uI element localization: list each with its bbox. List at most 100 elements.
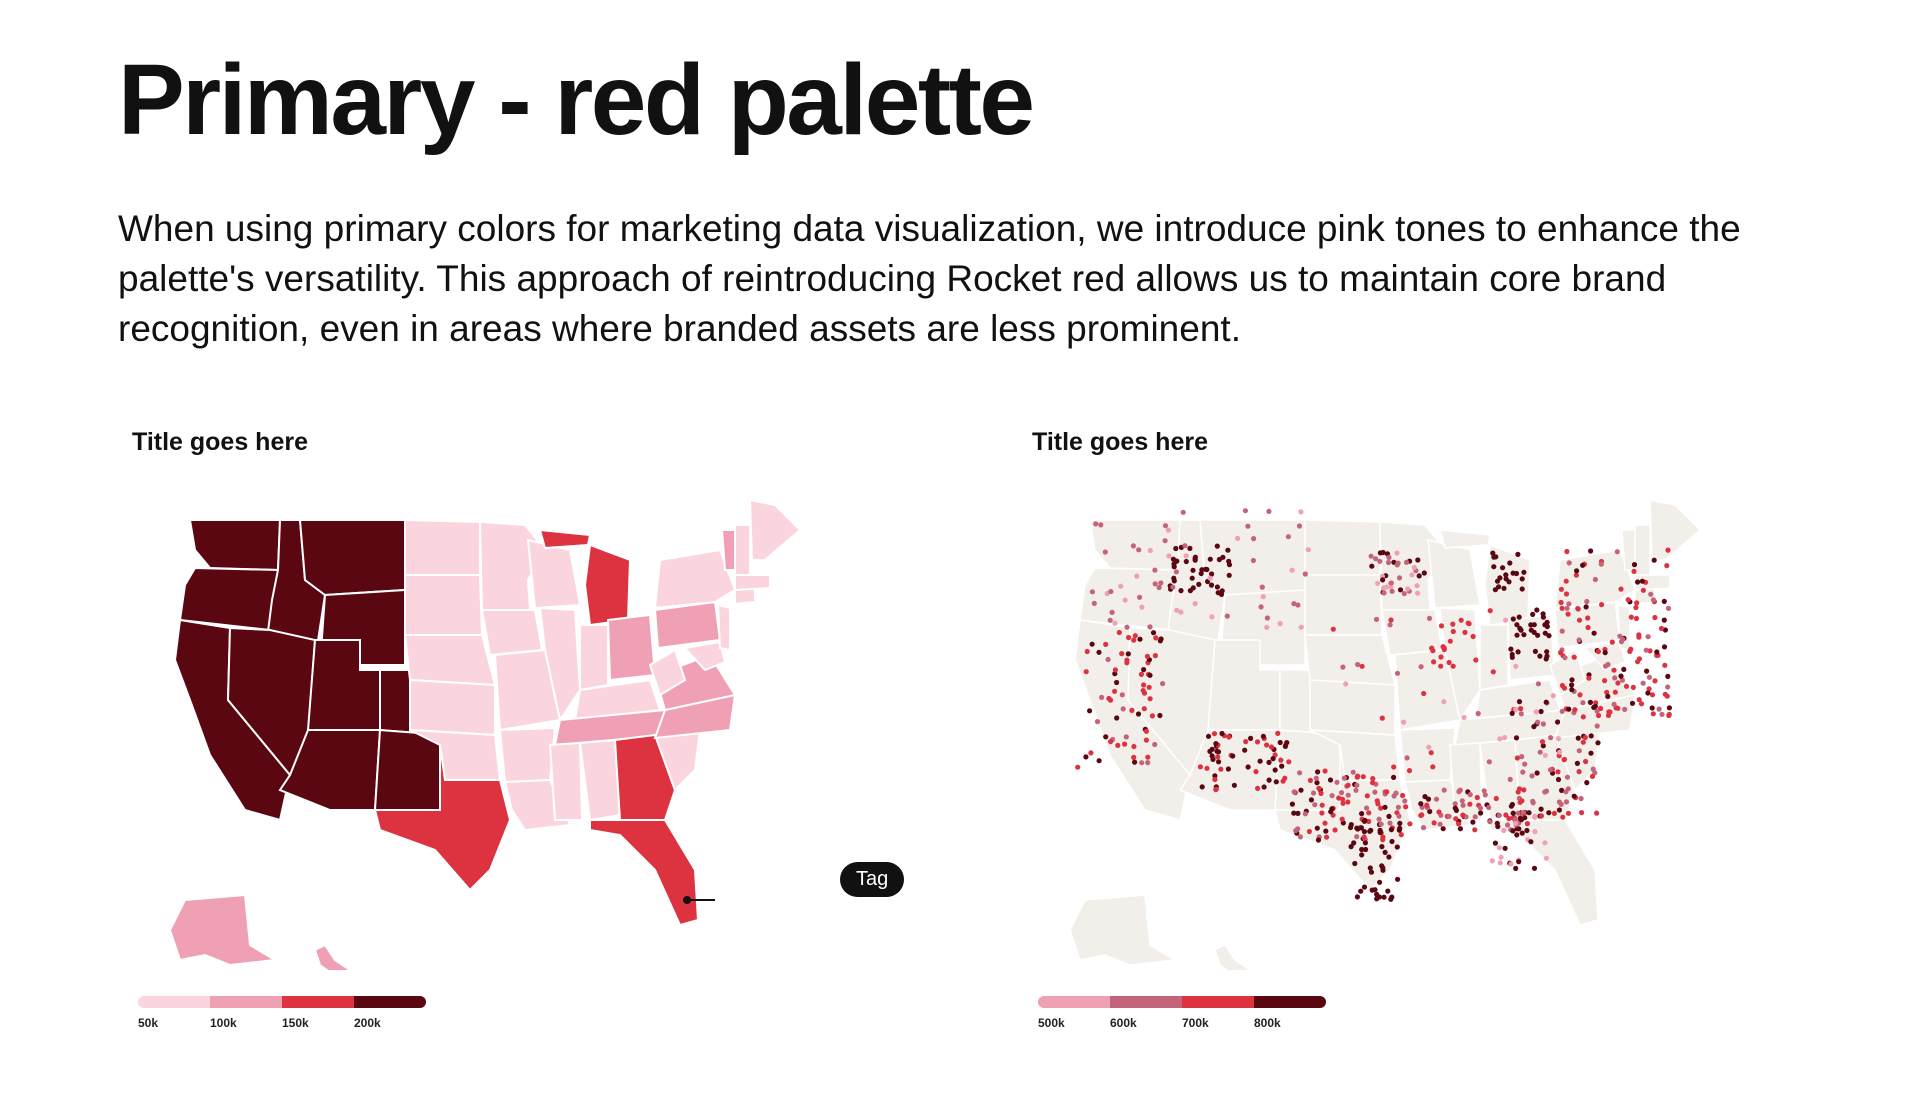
data-dot <box>1592 703 1598 709</box>
state-ma[interactable] <box>734 574 771 592</box>
state-fl[interactable] <box>589 819 700 927</box>
data-dot <box>1426 744 1432 750</box>
data-dot <box>1364 805 1370 811</box>
data-dot <box>1134 573 1140 579</box>
dot-map-state-ak <box>1069 894 1178 966</box>
state-sd[interactable] <box>404 574 484 636</box>
data-dot <box>1594 723 1600 729</box>
data-dot <box>1209 571 1215 577</box>
state-nj[interactable] <box>716 603 731 652</box>
data-dot <box>1546 633 1552 639</box>
data-dot <box>1131 637 1137 643</box>
data-dot <box>1441 699 1447 705</box>
data-dot <box>1115 742 1121 748</box>
data-dot <box>1318 790 1324 796</box>
state-wv[interactable] <box>648 648 687 697</box>
data-dot <box>1462 629 1468 635</box>
data-dot <box>1585 624 1591 631</box>
data-dot <box>1533 709 1539 715</box>
state-or[interactable] <box>178 566 280 632</box>
state-ms[interactable] <box>548 741 584 821</box>
data-dot <box>1556 807 1562 813</box>
data-dot <box>1563 789 1569 795</box>
state-wa[interactable] <box>188 519 282 572</box>
state-ak[interactable] <box>168 893 279 967</box>
data-dot <box>1084 648 1090 655</box>
data-dot <box>1173 545 1179 552</box>
state-ks[interactable] <box>409 678 496 737</box>
state-tx[interactable] <box>373 744 512 892</box>
data-dot <box>1634 600 1640 606</box>
data-dot <box>1542 752 1548 758</box>
data-dot <box>1354 782 1360 788</box>
data-dot <box>1509 801 1515 808</box>
state-ne[interactable] <box>403 634 497 687</box>
data-dot <box>1557 749 1563 755</box>
data-dot <box>1661 617 1667 623</box>
state-nd[interactable] <box>404 518 481 576</box>
state-ar[interactable] <box>498 726 557 784</box>
data-dot <box>1308 797 1314 803</box>
state-md[interactable] <box>683 640 727 672</box>
data-dot <box>1652 678 1658 684</box>
data-dot <box>1388 617 1394 623</box>
data-dot <box>1215 749 1222 755</box>
data-dot <box>1426 615 1433 621</box>
state-mt[interactable] <box>298 519 406 597</box>
data-dot <box>1457 826 1463 832</box>
state-al[interactable] <box>578 738 622 822</box>
data-dot <box>1373 556 1379 562</box>
state-me[interactable] <box>748 498 802 561</box>
data-dot <box>1369 563 1375 569</box>
data-dot <box>1615 680 1621 686</box>
data-dot <box>1501 735 1508 741</box>
us-choropleth-map <box>168 498 802 970</box>
dot-map-state-mt <box>1199 519 1306 596</box>
data-dot <box>1555 776 1562 783</box>
data-dot <box>1450 663 1456 669</box>
state-oh[interactable] <box>606 613 657 682</box>
data-dot <box>1391 774 1397 780</box>
state-wi[interactable] <box>526 538 582 610</box>
data-dot <box>1382 804 1388 810</box>
data-dot <box>1183 558 1189 565</box>
data-dot <box>1209 614 1215 620</box>
data-dot <box>1544 623 1550 630</box>
data-dot <box>1130 543 1136 549</box>
state-in[interactable] <box>579 624 609 692</box>
data-dot <box>1475 710 1481 717</box>
data-dot <box>1651 557 1657 563</box>
state-pa[interactable] <box>653 600 722 650</box>
data-dot <box>1361 884 1368 890</box>
data-dot <box>1340 800 1346 806</box>
data-dot <box>1088 750 1094 756</box>
state-il[interactable] <box>538 606 582 723</box>
data-dot <box>1631 568 1637 574</box>
state-hi[interactable] <box>313 943 352 970</box>
data-dot <box>1452 801 1458 807</box>
data-dot <box>1540 611 1546 617</box>
data-dot <box>1563 799 1569 805</box>
data-dot <box>1513 820 1519 826</box>
state-vt[interactable] <box>720 529 736 571</box>
data-dot <box>1630 684 1636 690</box>
data-dot <box>1226 558 1232 564</box>
map-tag[interactable]: Tag <box>840 862 905 897</box>
data-dot <box>1493 554 1499 560</box>
state-ga[interactable] <box>613 733 677 821</box>
data-dot <box>1528 622 1534 628</box>
data-dot <box>1261 784 1267 790</box>
data-dot <box>1152 741 1158 748</box>
state-ia[interactable] <box>480 609 544 657</box>
data-dot <box>1319 802 1325 808</box>
state-ny[interactable] <box>653 548 737 610</box>
data-dot <box>1529 773 1535 779</box>
data-dot <box>1370 780 1376 786</box>
state-nh[interactable] <box>734 524 751 576</box>
data-dot <box>1532 648 1538 654</box>
data-dot <box>1514 632 1520 638</box>
data-dot <box>1649 692 1656 698</box>
data-dot <box>1143 728 1149 734</box>
data-dot <box>1566 560 1572 566</box>
data-dot <box>1302 571 1308 577</box>
